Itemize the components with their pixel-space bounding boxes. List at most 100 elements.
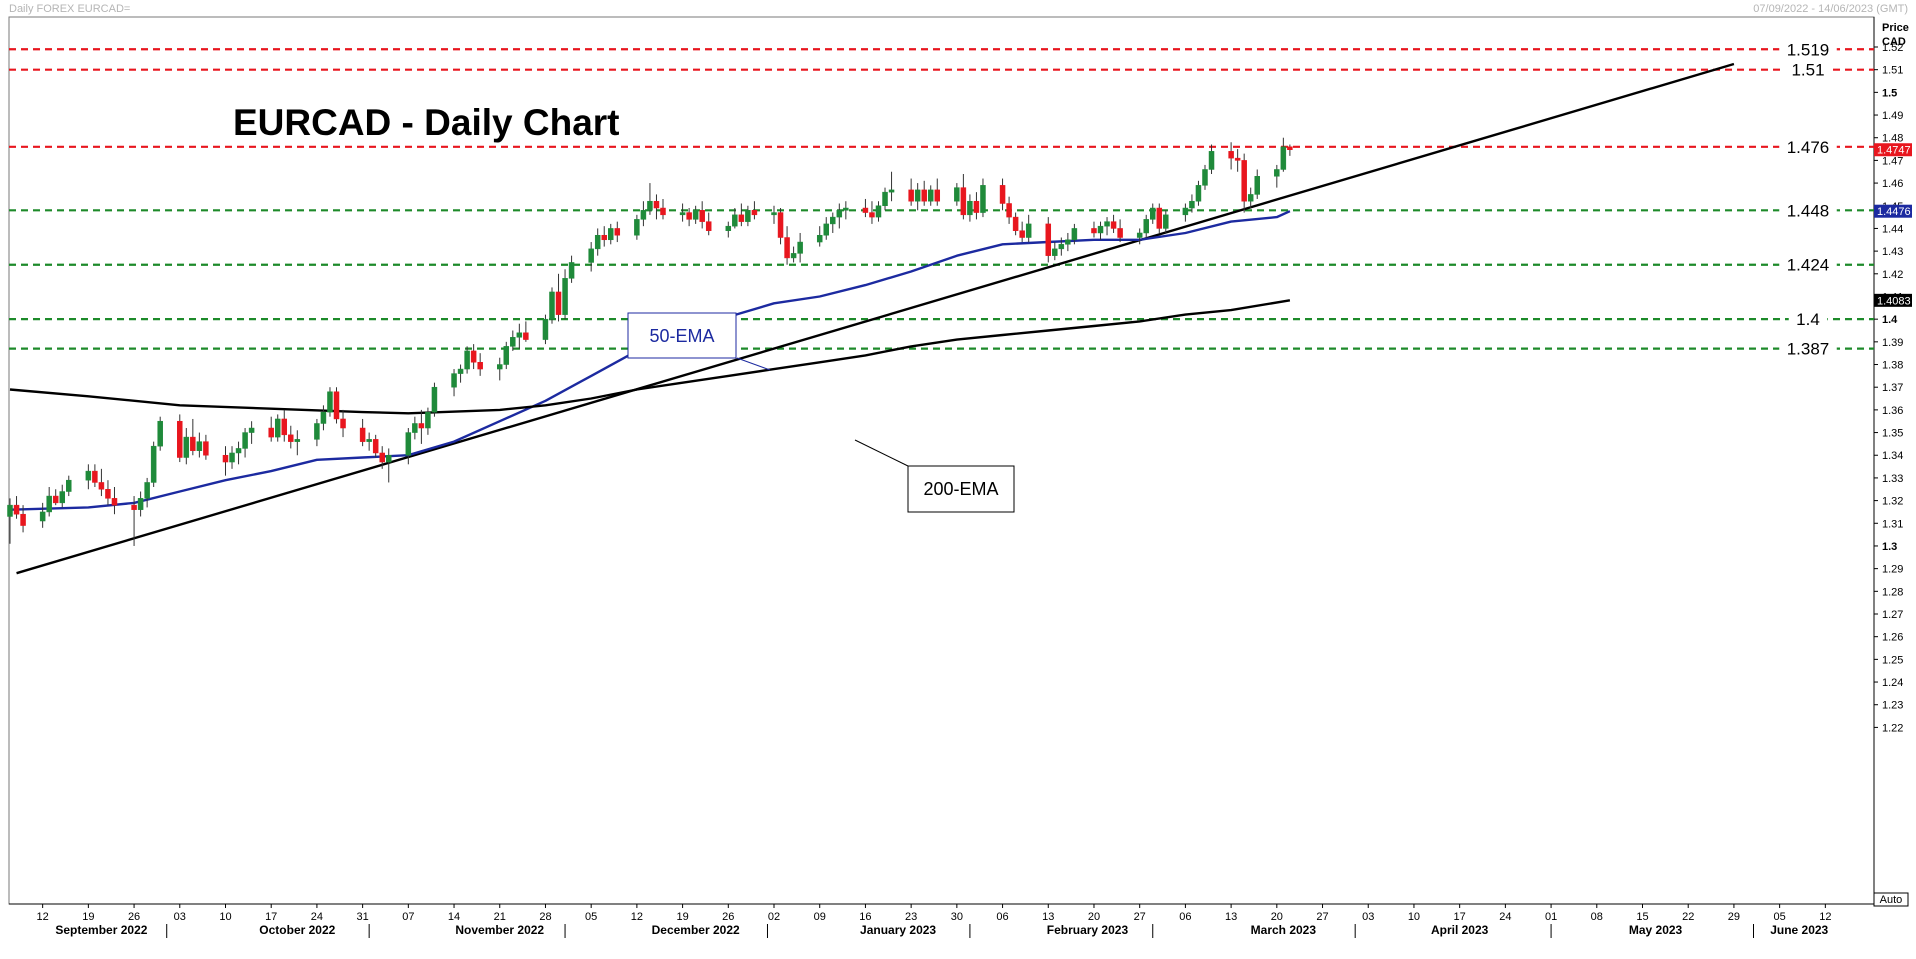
- candle-body: [830, 216, 836, 225]
- bearish-candle: [705, 212, 712, 236]
- candle-body: [973, 200, 980, 213]
- candle-body: [294, 439, 301, 442]
- price-axis-currency: CAD: [1882, 36, 1906, 48]
- day-tick-label: 29: [1728, 911, 1740, 923]
- day-tick-label: 05: [585, 911, 597, 923]
- candle-body: [1117, 228, 1123, 238]
- price-tick-label: 1.49: [1882, 110, 1903, 122]
- bullish-candle: [196, 432, 203, 458]
- candle-body: [150, 445, 157, 483]
- candle-body: [882, 191, 888, 207]
- price-tick-label: 1.33: [1882, 473, 1903, 485]
- bearish-candle: [1241, 153, 1247, 213]
- candle-body: [1228, 151, 1234, 159]
- bearish-candle: [699, 201, 705, 229]
- bullish-candle: [242, 428, 248, 458]
- day-tick-label: 12: [631, 911, 643, 923]
- bearish-candle: [1012, 212, 1019, 236]
- price-tick-label: 1.4: [1882, 314, 1898, 326]
- candle-body: [1195, 185, 1202, 202]
- price-tick-label: 1.47: [1882, 155, 1903, 167]
- candle-body: [869, 212, 875, 218]
- bullish-candle: [568, 255, 575, 283]
- ema200-callout-leader: [854, 439, 909, 467]
- bullish-candle: [1025, 214, 1032, 243]
- day-tick-label: 03: [1362, 911, 1374, 923]
- candle-body: [1208, 151, 1215, 170]
- price-tick-label: 1.42: [1882, 269, 1903, 281]
- candle-body: [1136, 232, 1143, 238]
- day-tick-label: 20: [1088, 911, 1100, 923]
- bearish-candle: [908, 178, 914, 206]
- bullish-candle: [1071, 223, 1078, 245]
- bullish-candle: [1097, 221, 1104, 240]
- bearish-candle: [477, 353, 483, 376]
- bullish-candle: [425, 407, 431, 435]
- price-tick-label: 1.29: [1882, 564, 1903, 576]
- month-label: April 2023: [1431, 923, 1489, 937]
- month-label: November 2022: [455, 923, 544, 937]
- candle-body: [614, 228, 621, 236]
- candle-body: [555, 291, 562, 315]
- bullish-candle: [431, 382, 438, 417]
- day-tick-label: 01: [1545, 911, 1557, 923]
- bullish-candle: [1182, 203, 1189, 222]
- bearish-candle: [105, 480, 111, 506]
- bullish-candle: [7, 498, 13, 544]
- bullish-candle: [385, 448, 392, 483]
- bullish-candle: [1189, 194, 1195, 213]
- candle-body: [862, 207, 869, 213]
- level-label: 1.424: [1787, 256, 1830, 275]
- bullish-candle: [882, 187, 888, 211]
- bearish-candle: [98, 468, 105, 497]
- month-label: January 2023: [860, 923, 936, 937]
- auto-scale-button[interactable]: [1873, 892, 1909, 907]
- day-tick-label: 08: [1591, 911, 1603, 923]
- bullish-candle: [745, 205, 751, 227]
- bullish-candle: [144, 477, 150, 508]
- candle-body: [960, 187, 967, 216]
- month-label: September 2022: [55, 923, 147, 937]
- bullish-candle: [771, 205, 777, 224]
- candle-body: [549, 291, 555, 320]
- candle-body: [634, 219, 640, 236]
- candle-body: [503, 346, 510, 365]
- time-axis-ticks: 12 19 26 03 10 17 24 31 07 14 21 28 05 12 19 26 02 09 16 23…: [37, 904, 1831, 938]
- bearish-candle: [418, 409, 425, 444]
- candle-body: [281, 418, 288, 436]
- bearish-candle: [281, 409, 288, 442]
- day-tick-label: 03: [174, 911, 186, 923]
- bearish-candle: [862, 198, 869, 218]
- price-tick-label: 1.27: [1882, 609, 1903, 621]
- level-label-background: [1779, 254, 1837, 275]
- day-tick-label: 02: [768, 911, 780, 923]
- price-tag-label: 1.4476: [1877, 206, 1911, 218]
- candle-body: [359, 427, 366, 442]
- bearish-candle: [92, 464, 98, 487]
- candle-body: [1097, 225, 1104, 234]
- candle-body: [836, 210, 843, 218]
- day-tick-label: 19: [676, 911, 688, 923]
- bullish-candle: [1058, 237, 1065, 256]
- bearish-candle: [359, 418, 366, 447]
- candle-body: [1143, 219, 1149, 234]
- day-tick-label: 19: [82, 911, 94, 923]
- candle-body: [425, 411, 431, 429]
- candle-body: [523, 332, 529, 340]
- candle-body: [1025, 223, 1032, 238]
- month-label: March 2023: [1251, 923, 1317, 937]
- bullish-candle: [836, 203, 843, 229]
- price-tick-label: 1.35: [1882, 428, 1903, 440]
- candle-body: [314, 423, 320, 440]
- day-tick-label: 06: [1179, 911, 1191, 923]
- bearish-candle: [921, 180, 927, 206]
- bullish-candle: [59, 484, 65, 508]
- candle-body: [640, 210, 647, 220]
- candle-body: [235, 448, 242, 454]
- bearish-candle: [340, 409, 346, 438]
- bullish-candle: [1202, 164, 1208, 190]
- candle-body: [790, 253, 797, 259]
- bullish-candle: [562, 269, 568, 320]
- candle-body: [242, 432, 248, 449]
- bullish-candle: [464, 346, 470, 374]
